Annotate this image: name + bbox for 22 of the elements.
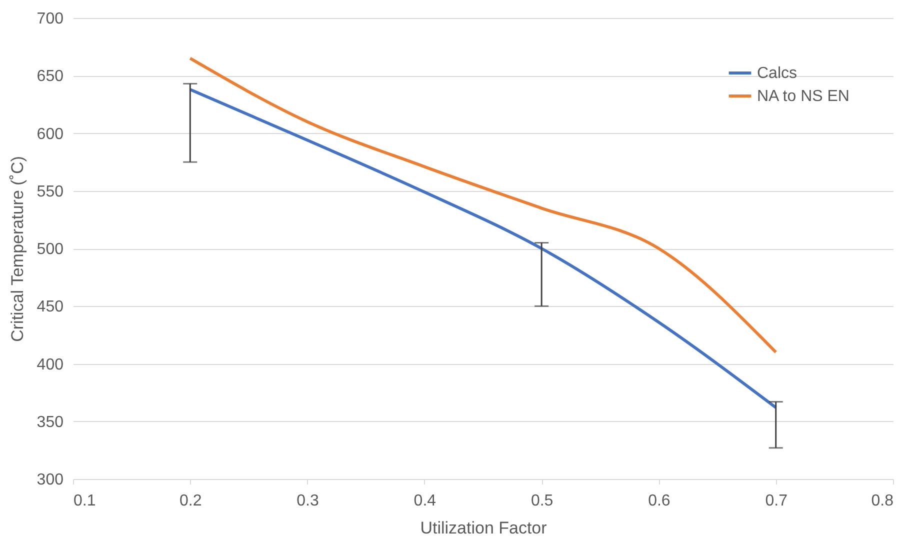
x-axis-title: Utilization Factor: [420, 518, 548, 538]
x-tick-label: 0.8: [871, 492, 894, 510]
legend-label: Calcs: [757, 65, 798, 82]
x-tick-label: 0.1: [74, 492, 96, 510]
y-tick-label: 450: [36, 298, 64, 316]
x-tick-label: 0.4: [414, 492, 436, 510]
x-tick-label: 0.7: [765, 492, 788, 510]
legend-label: NA to NS EN: [757, 88, 850, 105]
y-axis-title: Critical Temperature (˚C): [8, 156, 27, 342]
y-tick-label: 550: [36, 183, 64, 200]
x-tick-label: 0.2: [180, 492, 202, 510]
y-tick-label: 650: [36, 68, 64, 86]
x-tick-label: 0.5: [530, 492, 554, 510]
line-series: [188, 88, 778, 410]
y-tick-label: 300: [36, 472, 64, 488]
y-tick-label: 600: [36, 126, 64, 143]
y-tick-label: 350: [36, 414, 64, 431]
x-tick-label: 0.6: [648, 492, 670, 510]
y-tick-label: 500: [36, 241, 64, 258]
y-tick-label: 700: [36, 10, 64, 28]
y-tick-label: 400: [36, 356, 64, 374]
x-tick-label: 0.3: [296, 492, 320, 510]
